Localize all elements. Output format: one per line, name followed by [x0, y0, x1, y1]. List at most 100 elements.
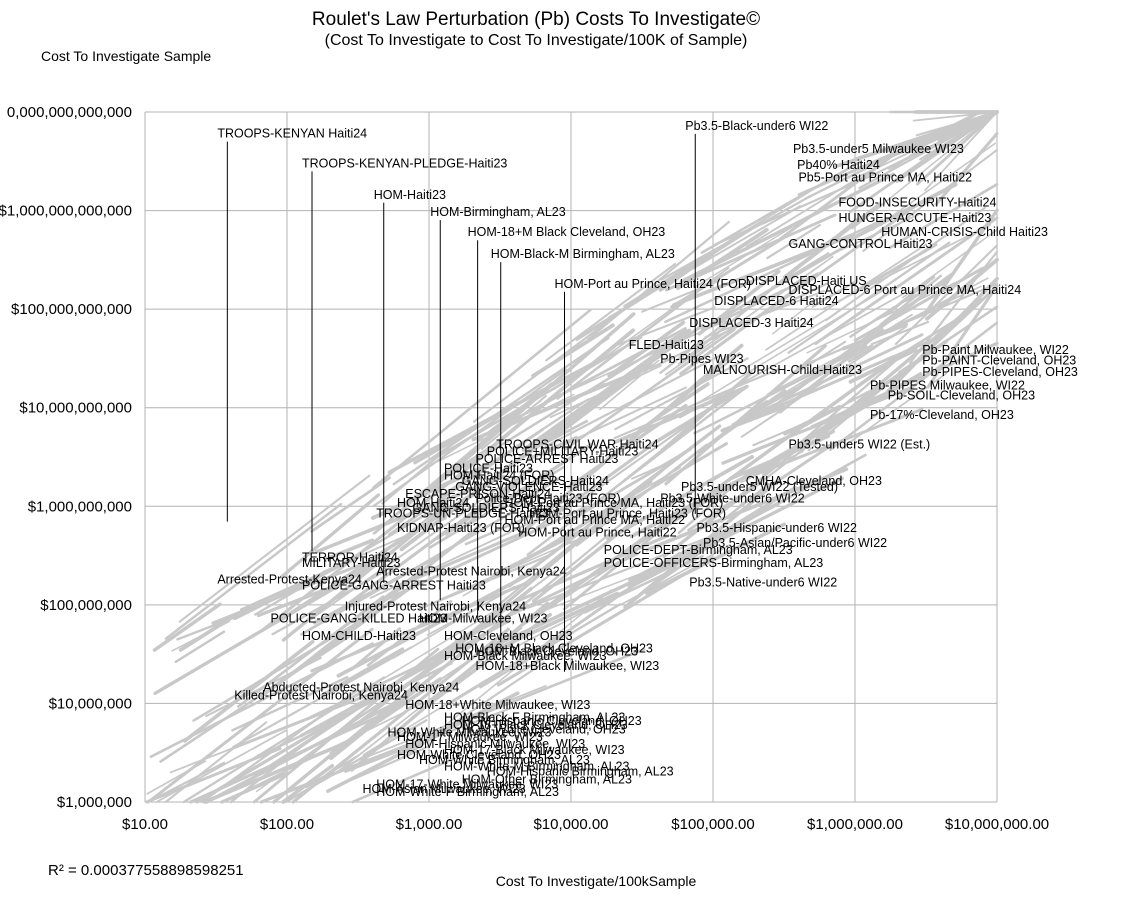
y-tick-label: $100,000,000: [40, 597, 132, 614]
series-line: [721, 386, 912, 465]
point-label: HOM-Black-F Birmingham, AL23: [444, 710, 625, 724]
series-line: [325, 524, 455, 622]
y-tick-label: $10,000,000: [49, 695, 132, 712]
series-line: [255, 631, 479, 793]
series-line: [351, 745, 430, 781]
series-line: [153, 559, 382, 695]
point-label: KIDNAP-Haiti23 (FOR): [397, 521, 525, 535]
series-line: [310, 476, 392, 533]
point-label: DISPLACED-6 Haiti24: [714, 294, 838, 308]
series-line: [879, 274, 942, 326]
point-label: HOM-Port au Prince, Haiti22: [518, 525, 676, 539]
series-line: [479, 603, 622, 689]
chart-title: Roulet's Law Perturbation (Pb) Costs To …: [312, 9, 760, 30]
series-line: [884, 275, 936, 317]
series-line: [336, 572, 532, 678]
series-line: [149, 642, 374, 759]
series-line: [720, 404, 787, 433]
series-line: [662, 453, 867, 569]
point-label: TROOPS-KENYAN-PLEDGE-Haiti23: [302, 156, 507, 170]
series-line: [764, 344, 874, 407]
series-line: [595, 424, 694, 504]
series-line: [369, 493, 592, 599]
point-label: POLICE-DEPT-Birmingham, AL23: [604, 543, 793, 557]
series-line: [146, 760, 207, 795]
series-line: [174, 630, 226, 664]
series-line: [648, 282, 828, 370]
series-line: [147, 761, 226, 804]
series-line: [392, 586, 515, 659]
series-line: [429, 589, 612, 739]
series-line: [381, 432, 466, 505]
y-axis-title: Cost To Investigate Sample: [41, 48, 211, 64]
series-line: [526, 534, 715, 609]
series-line: [159, 633, 354, 763]
point-label: CMHA-Cleveland, OH23: [746, 474, 882, 488]
series-line: [444, 476, 527, 536]
point-label: Pb3.5-under5 WI22 (Tested): [681, 480, 838, 494]
series-line: [291, 627, 510, 804]
series-line: [178, 474, 371, 623]
series-line: [205, 656, 322, 718]
series-line: [169, 746, 237, 774]
series-line: [787, 241, 951, 354]
series-line: [643, 384, 749, 450]
series-line: [498, 442, 594, 506]
series-line: [556, 277, 716, 400]
series-line: [693, 218, 805, 289]
series-line: [332, 627, 523, 776]
series-line: [644, 522, 787, 595]
series-line: [387, 361, 595, 474]
series-line: [829, 321, 999, 451]
series-line: [279, 493, 381, 579]
point-label: HOM-Port au Prince, Haiti23 (FOR): [529, 507, 726, 521]
y-tick-label: $1,000,000: [57, 794, 132, 811]
point-label: POLICE-OFFICERS-Birmingham, AL23: [604, 556, 824, 570]
annotation-leader-lines: [226, 133, 696, 672]
point-label: HOM-Hispanic Birmingham, AL23: [487, 764, 674, 778]
series-line: [613, 367, 781, 440]
series-line: [841, 322, 908, 351]
series-line: [441, 398, 590, 497]
point-label: HOM-Port au Prince MA, Haiti22: [504, 513, 685, 527]
point-label: POLICE-Haiti23: [444, 462, 533, 476]
series-line: [586, 220, 731, 341]
series-line: [761, 356, 901, 477]
series-line: [549, 364, 662, 419]
series-line: [664, 344, 827, 486]
series-line: [510, 477, 559, 509]
series-line: [349, 627, 402, 671]
series-line: [563, 328, 736, 451]
series-line: [910, 110, 982, 152]
series-line: [613, 324, 706, 374]
point-label: Pb3.5-under5 Milwaukee WI23: [793, 142, 964, 156]
point-label: HOM-Port au Prince, Haiti24 (FOR): [555, 277, 752, 291]
series-line: [155, 729, 287, 803]
point-label: HOM-Port au Prince MA, Haiti23 (FOR): [504, 496, 723, 510]
series-line: [916, 110, 999, 186]
series-line: [509, 551, 681, 673]
series-line: [858, 110, 999, 190]
series-lines: [145, 110, 999, 804]
series-line: [256, 527, 479, 693]
series-line: [875, 311, 970, 371]
series-line: [614, 306, 716, 347]
series-line: [744, 317, 829, 370]
series-line: [739, 442, 836, 507]
point-label: Police-Dept Haiti23 (FOR): [476, 491, 621, 505]
point-label: DISPLACED-Haiti US: [746, 274, 867, 288]
series-line: [372, 308, 592, 489]
series-line: [857, 117, 982, 178]
series-line: [491, 406, 592, 481]
point-label: HUNGER-ACCUTE-Haiti23: [839, 211, 992, 225]
point-label: POLICE-GANG-KILLED Haiti23: [271, 612, 447, 626]
series-line: [454, 552, 639, 643]
point-label: HOM-18+White Milwaukee, WI23: [405, 698, 590, 712]
series-line: [306, 605, 503, 727]
series-line: [895, 110, 999, 183]
point-label: HOM-Haiti23: [374, 188, 446, 202]
series-line: [821, 223, 992, 311]
point-label: Pb-Paint Milwaukee, WI22: [922, 343, 1069, 357]
series-line: [302, 487, 499, 626]
